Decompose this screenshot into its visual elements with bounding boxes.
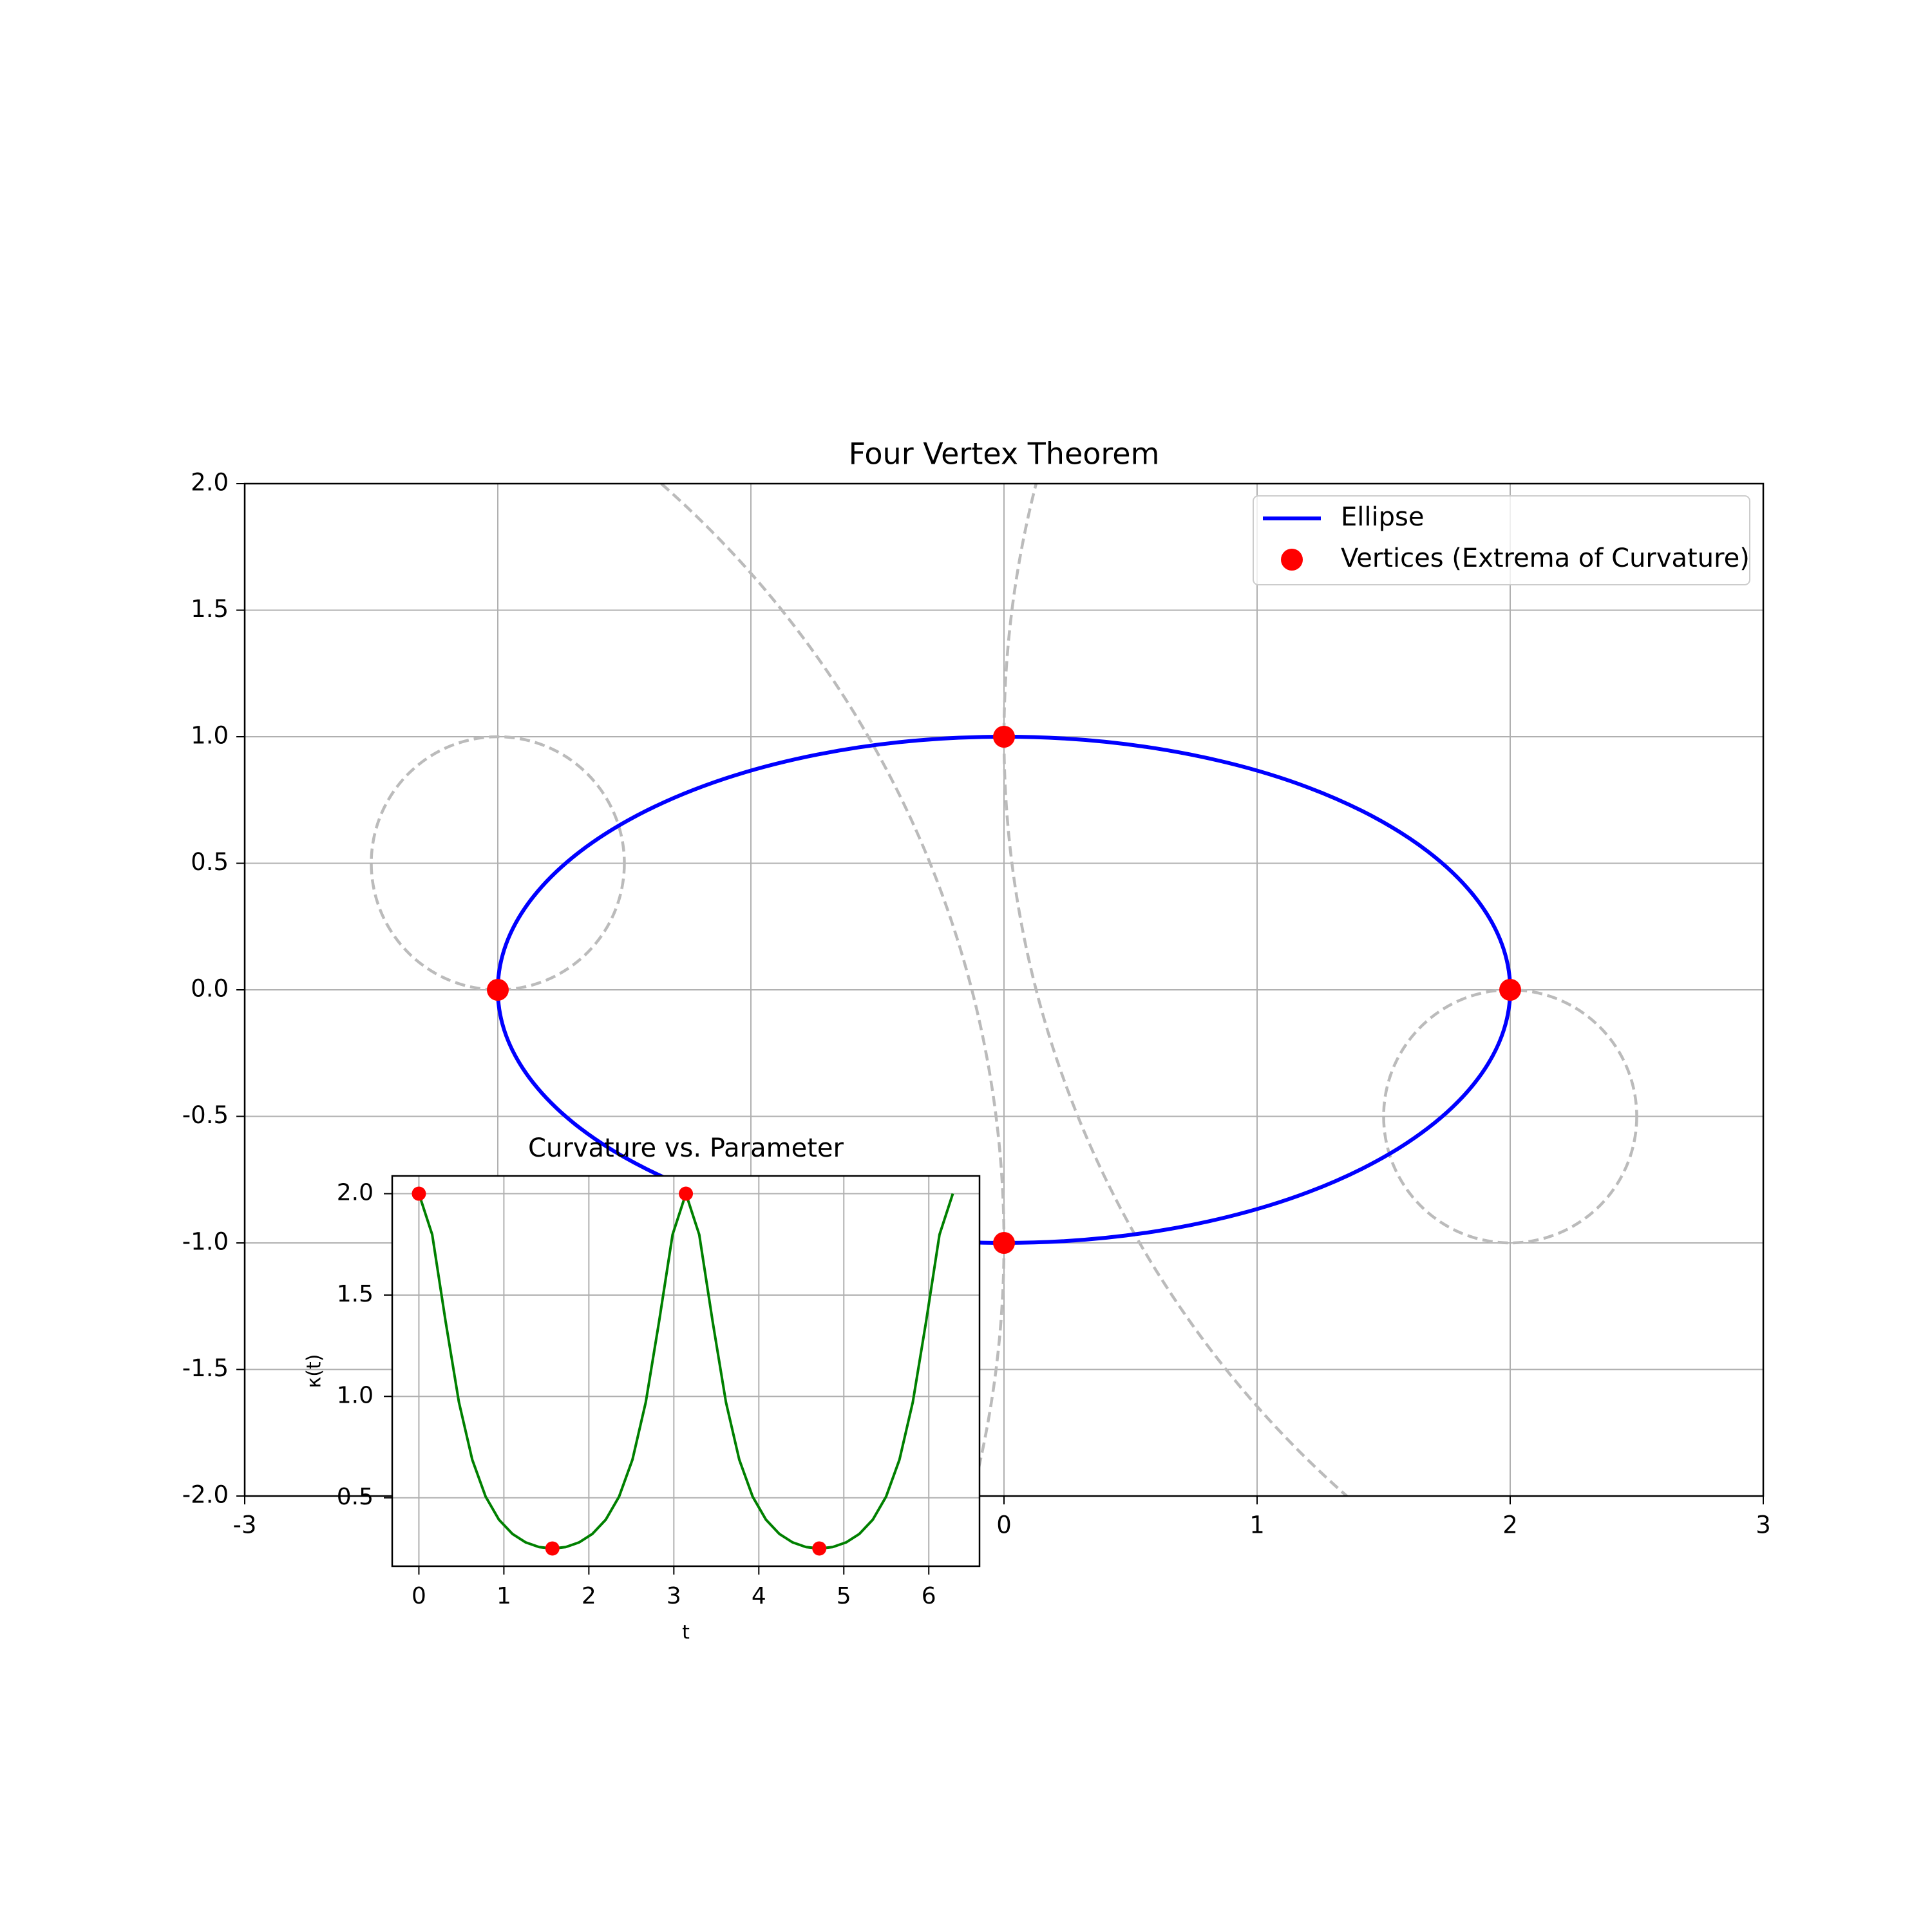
y-tick-label: 2.0 [337, 1180, 374, 1206]
osculating-circle [370, 735, 626, 992]
vertex-point [487, 979, 509, 1001]
legend-label: Vertices (Extrema of Curvature) [1341, 544, 1750, 573]
x-tick-label: 1 [1249, 1511, 1265, 1539]
x-tick-label: 4 [752, 1583, 766, 1609]
y-tick-label: -1.0 [182, 1228, 229, 1256]
vertex-point [1499, 979, 1521, 1001]
x-tick-label: 1 [497, 1583, 511, 1609]
x-tick-label: 6 [922, 1583, 936, 1609]
inset-background [392, 1176, 980, 1566]
x-tick-label: 0 [412, 1583, 426, 1609]
chart-title: Curvature vs. Parameter [528, 1133, 844, 1163]
y-tick-label: -1.5 [182, 1354, 229, 1382]
x-tick-label: 5 [837, 1583, 851, 1609]
axes-frame [391, 1175, 981, 1567]
y-tick-label: 0.5 [191, 848, 229, 876]
vertex-point [545, 1541, 560, 1556]
y-tick-label: -0.5 [182, 1101, 229, 1129]
x-tick-label: 2 [1502, 1511, 1518, 1539]
y-axis-label: κ(t) [303, 1354, 326, 1388]
chart-title: Four Vertex Theorem [849, 437, 1160, 471]
x-tick-label: 3 [667, 1583, 681, 1609]
y-tick-label: 1.0 [337, 1382, 374, 1408]
y-tick-label: 2.0 [191, 469, 229, 497]
legend-label: Ellipse [1341, 502, 1424, 532]
legend-marker [1281, 549, 1303, 571]
legend-box [1253, 495, 1750, 585]
vertex-point [412, 1186, 426, 1201]
y-tick-label: 1.5 [191, 595, 229, 623]
vertex-point [993, 726, 1015, 748]
y-tick-label: -2.0 [182, 1481, 229, 1509]
x-tick-label: 3 [1756, 1511, 1771, 1539]
y-tick-label: 1.5 [337, 1281, 374, 1307]
x-tick-label: 0 [996, 1511, 1012, 1539]
vertex-point [812, 1541, 827, 1556]
y-tick-label: 0.0 [191, 975, 229, 1003]
y-tick-label: 0.5 [337, 1484, 374, 1510]
y-tick-label: 1.0 [191, 722, 229, 750]
x-axis-label: t [682, 1622, 690, 1644]
x-tick-label: -3 [233, 1511, 257, 1539]
x-tick-label: 2 [582, 1583, 596, 1609]
vertex-point [679, 1186, 694, 1201]
vertex-point [993, 1232, 1015, 1254]
